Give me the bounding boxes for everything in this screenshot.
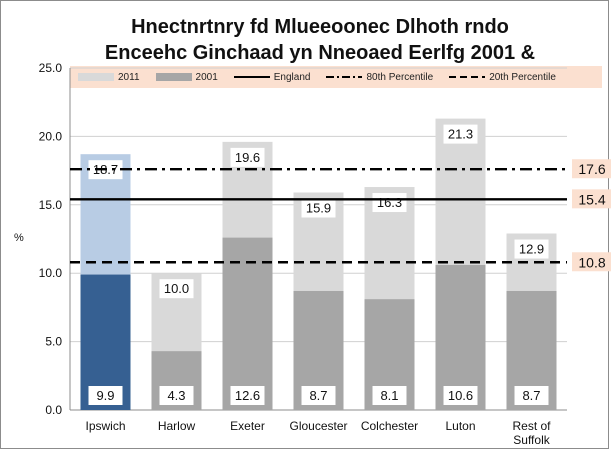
data-label-2011: 19.6 [235, 150, 260, 165]
data-label-2001: 12.6 [235, 388, 260, 403]
data-label-bg-2001 [514, 386, 549, 405]
data-label-2011: 10.0 [164, 281, 189, 296]
data-label-bg-2001 [372, 386, 407, 405]
reference-label-bg [572, 189, 611, 209]
x-tick-label: Ipswich [85, 419, 125, 433]
y-axis-label: % [14, 232, 24, 244]
data-label-2001: 8.7 [309, 388, 327, 403]
data-label-2001: 10.6 [448, 388, 473, 403]
data-label-2001: 8.7 [522, 388, 540, 403]
data-label-2001: 8.1 [380, 388, 398, 403]
chart-title-line-1: Hnectnrtnry fd Mlueeoonec Dlhoth rndo [131, 16, 509, 38]
y-tick-label: 5.0 [45, 335, 62, 349]
legend-item-80th: 80th Percentile [326, 72, 433, 83]
data-label-bg-2011 [301, 198, 336, 218]
data-label-bg-2001 [230, 386, 265, 405]
x-tick-label: Rest of [512, 419, 551, 433]
data-label-2011: 12.9 [519, 242, 544, 257]
legend-label-2001: 2001 [195, 71, 218, 83]
y-tick-label: 10.0 [39, 266, 63, 280]
data-label-2001: 4.3 [167, 388, 185, 403]
x-tick-label: Colchester [361, 419, 418, 433]
data-label-bg-2001 [443, 386, 478, 405]
x-tick-label: Luton [445, 419, 475, 433]
data-label-bg-2001 [88, 386, 123, 405]
legend-swatch-20th [449, 76, 486, 78]
legend-swatch-england [233, 76, 270, 78]
reference-label-bg [572, 159, 611, 179]
legend-item-2001: 2001 [155, 71, 218, 83]
reference-label: 10.8 [578, 254, 605, 270]
legend: 2011 2001 England 80th Percentile 20th P… [70, 66, 602, 88]
data-label-bg-2001 [159, 386, 194, 405]
legend-label-2011: 2011 [118, 71, 140, 83]
data-label-bg-2011 [372, 193, 407, 213]
data-label-bg-2011 [514, 239, 549, 259]
chart-title-line-2: Enceehc Ginchaad yn Nneoaed Eerlfg 2001 … [104, 42, 536, 64]
y-tick-label: 25.0 [39, 61, 63, 75]
y-tick-label: 20.0 [39, 129, 63, 143]
data-label-2001: 9.9 [96, 388, 114, 403]
x-tick-label: Exeter [230, 419, 265, 433]
data-label-bg-2011 [159, 279, 194, 299]
bar-2001 [435, 264, 486, 410]
legend-label-80th: 80th Percentile [366, 71, 434, 83]
legend-item-england: England [233, 71, 311, 83]
legend-label-england: England [273, 71, 311, 83]
legend-item-20th: 20th Percentile [449, 72, 556, 83]
data-label-2011: 15.9 [306, 200, 331, 215]
data-label-bg-2011 [443, 124, 478, 144]
reference-label: 17.6 [578, 161, 605, 177]
legend-label-20th: 20th Percentile [489, 71, 556, 83]
x-tick-label: Suffolk [513, 433, 550, 447]
data-label-2011: 21.3 [448, 127, 473, 142]
x-tick-label: Harlow [158, 419, 196, 433]
y-tick-label: 0.0 [45, 403, 62, 417]
data-label-2011: 16.3 [377, 195, 402, 210]
reference-label-bg [572, 252, 611, 272]
legend-swatch-2011 [78, 73, 114, 81]
data-label-bg-2001 [301, 386, 336, 405]
legend-item-2011: 2011 [78, 72, 140, 83]
data-label-bg-2011 [230, 147, 265, 167]
y-tick-label: 15.0 [39, 198, 63, 212]
reference-label: 15.4 [578, 191, 605, 207]
bar-2001 [222, 237, 273, 410]
legend-swatch-80th [326, 76, 363, 78]
x-tick-label: Gloucester [289, 419, 347, 433]
legend-swatch-2001 [155, 73, 192, 81]
